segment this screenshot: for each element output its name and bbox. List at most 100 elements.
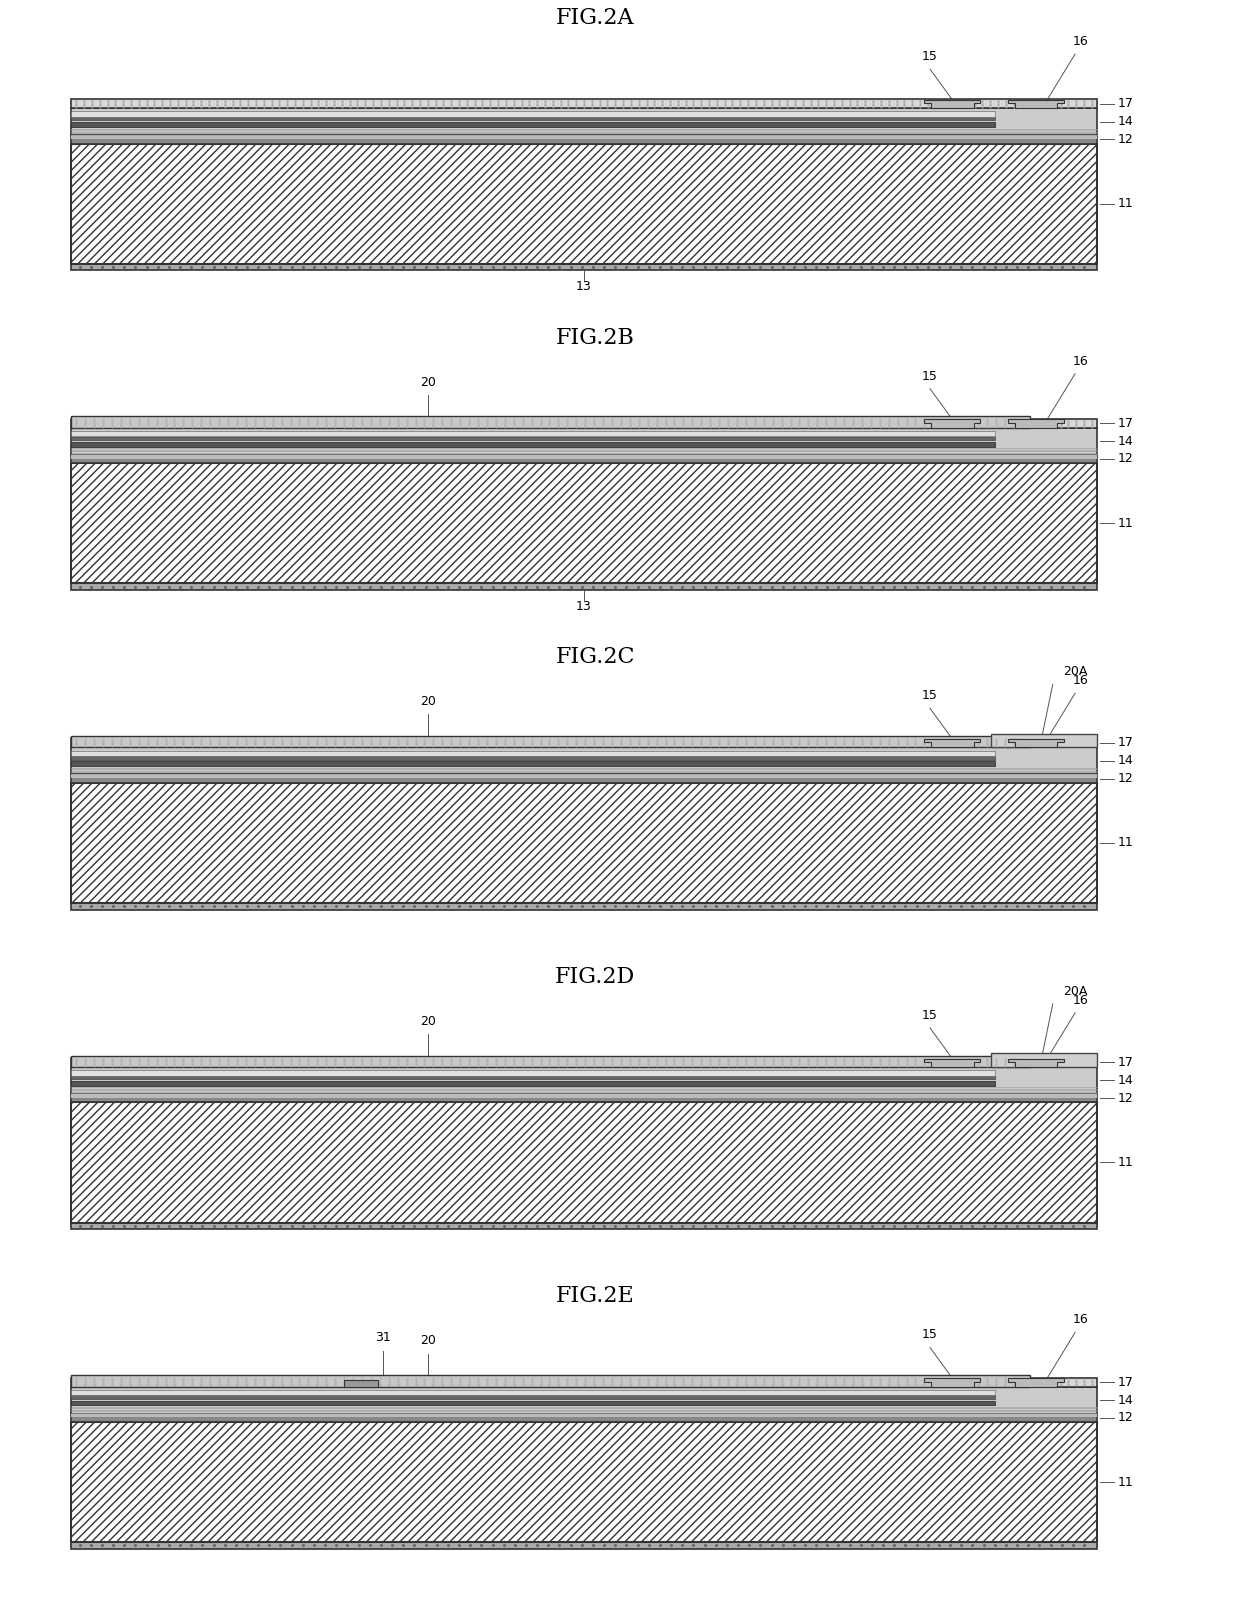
Text: 12: 12 xyxy=(1117,1411,1133,1424)
Bar xyxy=(71,775,1097,778)
Bar xyxy=(71,136,1097,144)
Text: 15: 15 xyxy=(923,50,937,62)
Bar xyxy=(71,436,994,439)
Bar xyxy=(71,737,1030,748)
Bar xyxy=(71,1390,994,1395)
Text: 11: 11 xyxy=(1117,1155,1133,1170)
Bar xyxy=(71,1376,1030,1387)
Bar xyxy=(71,1395,994,1398)
Bar xyxy=(71,1087,1097,1095)
Bar xyxy=(71,121,994,128)
Text: 14: 14 xyxy=(1117,1393,1133,1406)
Polygon shape xyxy=(925,1377,981,1387)
Bar xyxy=(71,748,1097,775)
Bar xyxy=(71,441,994,447)
Bar xyxy=(71,1414,1097,1417)
Text: 16: 16 xyxy=(1073,1314,1089,1326)
Bar xyxy=(71,1400,994,1406)
Polygon shape xyxy=(925,99,981,109)
Bar xyxy=(71,1542,1097,1548)
Text: 15: 15 xyxy=(923,1328,937,1341)
Text: 31: 31 xyxy=(376,1331,391,1344)
Text: FIG.2D: FIG.2D xyxy=(556,965,635,988)
Bar xyxy=(71,447,1097,455)
Bar xyxy=(71,1414,1097,1422)
Bar xyxy=(71,1406,1097,1414)
Bar xyxy=(71,783,1097,903)
Bar xyxy=(71,463,1097,583)
Text: 16: 16 xyxy=(1073,355,1089,368)
Text: FIG.2E: FIG.2E xyxy=(556,1285,635,1307)
Text: 17: 17 xyxy=(1117,417,1133,430)
Bar xyxy=(71,1387,1097,1414)
Text: 16: 16 xyxy=(1073,35,1089,48)
Text: 15: 15 xyxy=(923,369,937,382)
Text: 15: 15 xyxy=(923,689,937,702)
Bar xyxy=(992,1053,1097,1067)
Text: FIG.2A: FIG.2A xyxy=(556,6,635,29)
Bar xyxy=(71,1075,994,1079)
Text: 14: 14 xyxy=(1117,115,1133,128)
Bar xyxy=(71,775,1097,783)
Text: 12: 12 xyxy=(1117,772,1133,785)
Text: 20: 20 xyxy=(420,376,435,388)
Text: 20A: 20A xyxy=(1063,984,1087,997)
Bar xyxy=(71,751,994,756)
Text: 12: 12 xyxy=(1117,1091,1133,1104)
Bar xyxy=(71,455,1097,459)
Polygon shape xyxy=(925,1058,981,1067)
Text: 14: 14 xyxy=(1117,435,1133,447)
Text: 17: 17 xyxy=(1117,737,1133,749)
Text: 15: 15 xyxy=(923,1008,937,1021)
Text: FIG.2B: FIG.2B xyxy=(556,326,635,348)
Text: 11: 11 xyxy=(1117,516,1133,531)
Polygon shape xyxy=(1008,99,1064,109)
Bar xyxy=(71,1080,994,1087)
Bar xyxy=(71,419,1097,428)
Text: 14: 14 xyxy=(1117,1074,1133,1087)
Text: 11: 11 xyxy=(1117,836,1133,850)
Text: 12: 12 xyxy=(1117,452,1133,465)
Bar xyxy=(71,128,1097,136)
Text: 20: 20 xyxy=(420,1334,435,1347)
Bar xyxy=(71,264,1097,270)
Bar xyxy=(71,1103,1097,1222)
Bar xyxy=(71,583,1097,590)
Text: 14: 14 xyxy=(1117,754,1133,767)
Bar xyxy=(71,1377,1097,1387)
Bar xyxy=(71,756,994,759)
Text: 20A: 20A xyxy=(1063,665,1087,678)
Text: 11: 11 xyxy=(1117,1475,1133,1489)
Text: 11: 11 xyxy=(1117,197,1133,211)
Bar xyxy=(71,1056,1030,1067)
Bar xyxy=(992,733,1097,748)
Bar xyxy=(71,738,1097,748)
Bar xyxy=(71,1095,1097,1103)
Bar xyxy=(71,903,1097,909)
Text: 17: 17 xyxy=(1117,97,1133,110)
Text: 12: 12 xyxy=(1117,133,1133,145)
Polygon shape xyxy=(1008,1377,1064,1387)
Bar xyxy=(71,1058,1097,1067)
Bar xyxy=(71,761,994,767)
Bar xyxy=(71,117,994,120)
Text: 20: 20 xyxy=(420,695,435,708)
Polygon shape xyxy=(925,738,981,748)
Polygon shape xyxy=(925,419,981,428)
Bar xyxy=(71,1067,1097,1095)
Bar xyxy=(71,136,1097,139)
Text: 13: 13 xyxy=(577,599,591,614)
Bar xyxy=(71,455,1097,463)
Text: 20: 20 xyxy=(420,1015,435,1028)
Bar xyxy=(71,1422,1097,1542)
Bar xyxy=(71,99,1097,109)
Bar xyxy=(71,431,994,436)
Bar xyxy=(71,112,994,117)
Text: 16: 16 xyxy=(1073,674,1089,687)
Polygon shape xyxy=(1008,738,1064,748)
Bar xyxy=(71,109,1097,136)
Text: 16: 16 xyxy=(1073,994,1089,1007)
Polygon shape xyxy=(1008,1058,1064,1067)
Text: FIG.2C: FIG.2C xyxy=(556,646,635,668)
Text: 13: 13 xyxy=(577,280,591,294)
